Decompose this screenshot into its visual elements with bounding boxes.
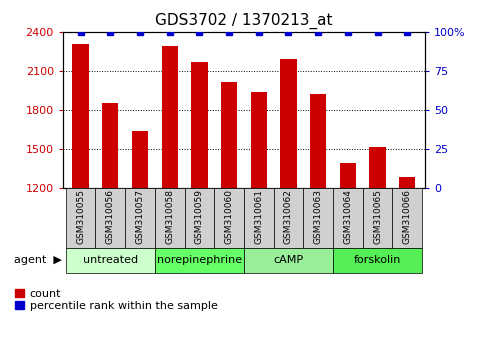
Text: GSM310066: GSM310066	[403, 189, 412, 244]
Bar	[340, 163, 356, 188]
Bar	[72, 44, 89, 188]
Bar	[244, 188, 273, 248]
Text: GSM310058: GSM310058	[165, 189, 174, 244]
Text: norepinephrine: norepinephrine	[157, 255, 242, 265]
Bar	[363, 188, 392, 248]
Text: GSM310056: GSM310056	[106, 189, 115, 244]
Bar	[132, 131, 148, 188]
Bar	[392, 188, 422, 248]
Bar	[66, 188, 96, 248]
Bar	[125, 188, 155, 248]
Bar	[102, 103, 118, 188]
Text: cAMP: cAMP	[273, 255, 303, 265]
Bar	[399, 177, 415, 188]
Text: agent  ▶: agent ▶	[14, 255, 62, 265]
Text: GSM310060: GSM310060	[225, 189, 234, 244]
Bar	[155, 248, 244, 273]
Text: GSM310065: GSM310065	[373, 189, 382, 244]
Text: GSM310057: GSM310057	[136, 189, 144, 244]
Text: GSM310055: GSM310055	[76, 189, 85, 244]
Text: GSM310061: GSM310061	[254, 189, 263, 244]
Title: GDS3702 / 1370213_at: GDS3702 / 1370213_at	[155, 13, 333, 29]
Bar	[251, 92, 267, 188]
Bar	[96, 188, 125, 248]
Bar	[273, 188, 303, 248]
Bar	[191, 62, 208, 188]
Text: GSM310062: GSM310062	[284, 189, 293, 244]
Bar	[221, 82, 237, 188]
Bar	[280, 59, 297, 188]
Bar	[66, 248, 155, 273]
Bar	[214, 188, 244, 248]
Bar	[244, 248, 333, 273]
Bar	[161, 46, 178, 188]
Text: GSM310059: GSM310059	[195, 189, 204, 244]
Bar	[333, 248, 422, 273]
Text: untreated: untreated	[83, 255, 138, 265]
Bar	[155, 188, 185, 248]
Bar	[369, 147, 386, 188]
Bar	[333, 188, 363, 248]
Text: GSM310064: GSM310064	[343, 189, 352, 244]
Bar	[303, 188, 333, 248]
Bar	[310, 94, 327, 188]
Bar	[185, 188, 214, 248]
Legend: count, percentile rank within the sample: count, percentile rank within the sample	[15, 289, 217, 311]
Text: GSM310063: GSM310063	[313, 189, 323, 244]
Text: forskolin: forskolin	[354, 255, 401, 265]
